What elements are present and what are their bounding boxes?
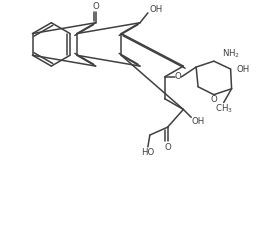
Text: O: O [175, 72, 182, 82]
Text: NH$_2$: NH$_2$ [222, 47, 240, 59]
Text: HO: HO [141, 148, 155, 157]
Text: OH: OH [149, 5, 162, 14]
Text: O: O [92, 2, 99, 12]
Text: CH$_3$: CH$_3$ [215, 102, 233, 115]
Text: OH: OH [237, 65, 250, 74]
Text: OH: OH [191, 117, 205, 126]
Text: O: O [210, 95, 217, 104]
Text: O: O [164, 143, 171, 152]
